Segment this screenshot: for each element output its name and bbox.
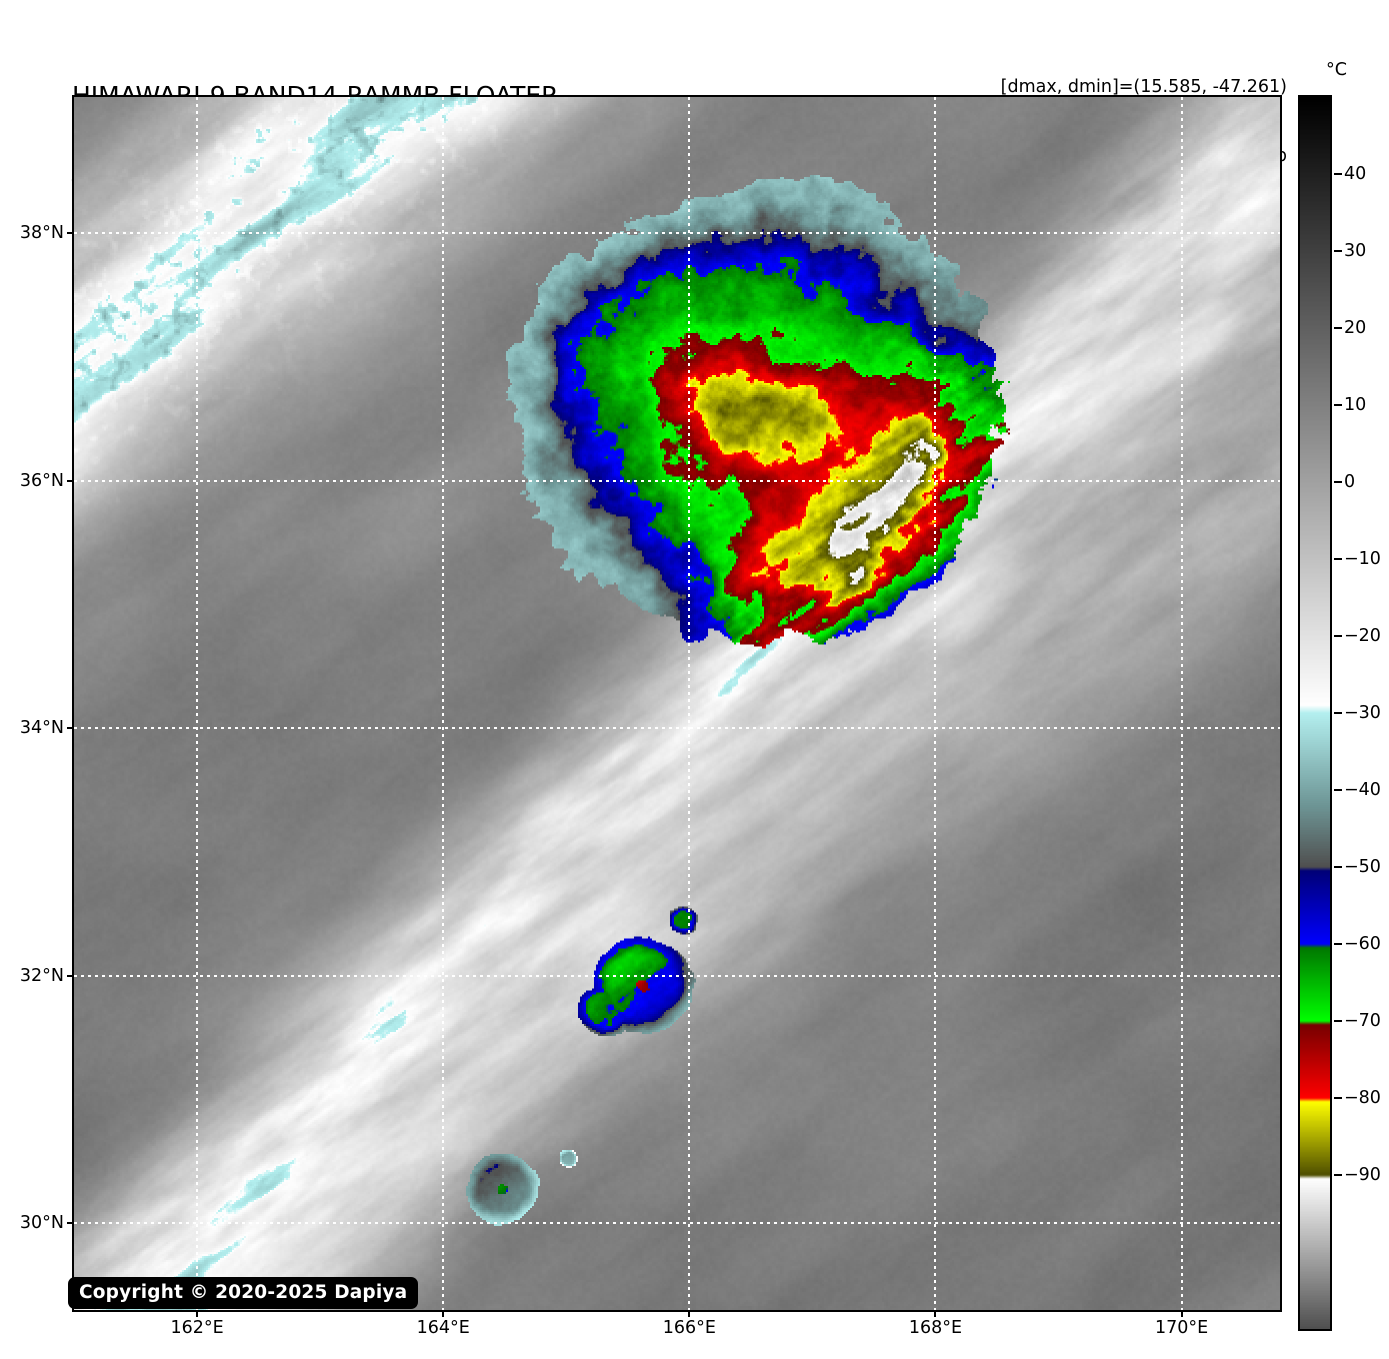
temperature-colorbar [1298, 95, 1332, 1331]
colorbar-gradient [1300, 97, 1330, 1329]
x-axis-tick-mark [196, 1312, 199, 1317]
colorbar-tick-label: −80 [1344, 1088, 1381, 1108]
colorbar-tick-mark [1334, 1020, 1342, 1022]
infrared-imagery-canvas [74, 97, 1280, 1310]
y-axis-tick-mark [67, 974, 72, 977]
colorbar-tick-label: −20 [1344, 626, 1381, 646]
dminmax-label: [dmax, dmin]=(15.585, -47.261) [1000, 77, 1287, 97]
y-axis-tick-mark [67, 727, 72, 730]
colorbar-tick-label: 40 [1344, 164, 1367, 184]
colorbar-tick-mark [1334, 943, 1342, 945]
imagery-bitmap [74, 97, 1280, 1310]
colorbar-tick-label: −90 [1344, 1165, 1381, 1185]
colorbar-tick-label: −60 [1344, 934, 1381, 954]
y-axis-tick-mark [67, 479, 72, 482]
colorbar-tick-mark [1334, 327, 1342, 329]
y-axis-tick-label: 30°N [19, 1213, 64, 1234]
x-axis-tick-mark [934, 1312, 937, 1317]
copyright-watermark: Copyright © 2020-2025 Dapiya [68, 1277, 419, 1309]
colorbar-tick-mark [1334, 866, 1342, 868]
colorbar-tick-label: −10 [1344, 549, 1381, 569]
colorbar-tick-label: 30 [1344, 241, 1367, 261]
x-axis-tick-mark [442, 1312, 445, 1317]
colorbar-tick-mark [1334, 635, 1342, 637]
colorbar-tick-mark [1334, 481, 1342, 483]
colorbar-tick-mark [1334, 1174, 1342, 1176]
colorbar-tick-label: −50 [1344, 857, 1381, 877]
colorbar-tick-mark [1334, 712, 1342, 714]
x-axis-tick-mark [1180, 1312, 1183, 1317]
x-axis-tick-label: 164°E [416, 1318, 470, 1338]
satellite-image-plot[interactable] [72, 95, 1282, 1312]
colorbar-tick-label: 0 [1344, 472, 1356, 492]
x-axis-tick-label: 168°E [908, 1318, 963, 1338]
colorbar-tick-mark [1334, 1097, 1342, 1099]
colorbar-tick-mark [1334, 404, 1342, 406]
x-axis-tick-label: 166°E [662, 1318, 716, 1338]
x-axis-tick-label: 162°E [170, 1318, 224, 1338]
colorbar-unit-label: °C [1326, 60, 1347, 80]
colorbar-tick-mark [1334, 558, 1342, 560]
colorbar-tick-label: −70 [1344, 1011, 1381, 1031]
colorbar-tick-mark [1334, 173, 1342, 175]
x-axis-tick-label: 170°E [1154, 1318, 1209, 1338]
y-axis-tick-label: 34°N [19, 718, 64, 739]
x-axis-tick-mark [688, 1312, 691, 1317]
y-axis-tick-mark [67, 232, 72, 235]
y-axis-tick-label: 36°N [19, 470, 64, 491]
colorbar-tick-mark [1334, 250, 1342, 252]
colorbar-tick-mark [1334, 789, 1342, 791]
colorbar-tick-label: 20 [1344, 318, 1367, 338]
colorbar-tick-label: −40 [1344, 780, 1381, 800]
y-axis-tick-label: 32°N [19, 965, 64, 986]
y-axis-tick-mark [67, 1222, 72, 1225]
colorbar-tick-label: −30 [1344, 703, 1381, 723]
colorbar-tick-label: 10 [1344, 395, 1367, 415]
y-axis-tick-label: 38°N [19, 223, 64, 244]
